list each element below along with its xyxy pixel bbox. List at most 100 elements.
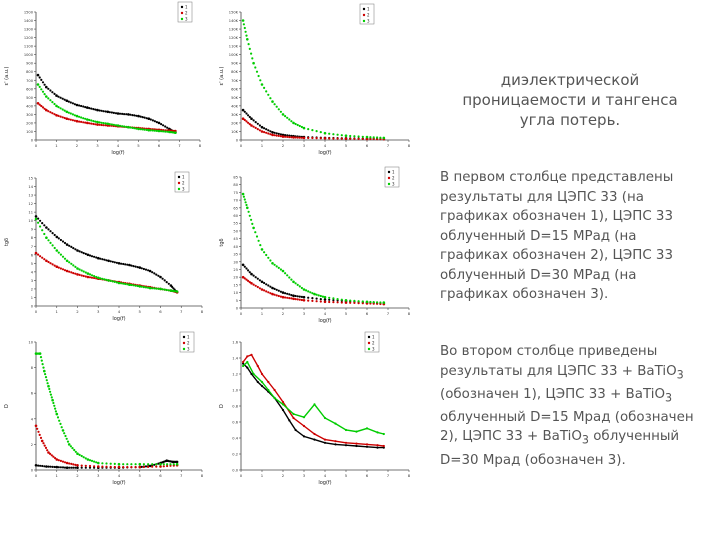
series-1-point	[63, 98, 66, 101]
series-2-point	[275, 294, 278, 297]
series-1-point	[59, 466, 63, 469]
series-3-point	[67, 111, 70, 114]
series-3-point	[376, 301, 379, 304]
series-1-point	[78, 104, 81, 107]
series-3-point	[372, 301, 375, 304]
series-2-point	[92, 122, 95, 126]
series-3-point	[109, 462, 112, 465]
y-tick-label: 1.4	[232, 357, 238, 361]
series-2-point	[61, 116, 64, 119]
series-3-point	[292, 412, 295, 416]
x-tick-label: 0	[240, 311, 243, 316]
x-tick-label: 8	[201, 473, 204, 478]
series-2-point	[243, 277, 246, 280]
series-3-point	[130, 463, 133, 466]
x-tick-label: 0	[240, 473, 243, 478]
series-3-point	[115, 281, 118, 284]
series-3-point	[49, 390, 52, 393]
series-1-point	[84, 106, 87, 109]
series-1-point	[254, 276, 257, 279]
series-1-point	[355, 444, 358, 448]
legend-marker-1	[182, 335, 186, 339]
legend-label-2: 2	[367, 13, 370, 18]
x-tick-label: 3	[303, 473, 306, 478]
series-2-point	[336, 301, 339, 304]
y-tick-label: 40	[233, 245, 238, 249]
series-1-point	[140, 267, 143, 270]
series-3-point	[106, 122, 110, 126]
series-1-point	[114, 112, 118, 115]
series-1-point	[63, 466, 67, 469]
series-1-point	[71, 102, 74, 105]
series-1-point	[376, 446, 379, 449]
series-1-point	[72, 247, 75, 250]
series-3-point	[319, 294, 322, 298]
series-3-point	[72, 264, 75, 267]
y-tick-label: 10	[28, 341, 33, 345]
series-3-point	[44, 373, 47, 376]
series-3-point	[71, 113, 74, 116]
series-1-point	[107, 259, 110, 263]
series-3-point	[61, 108, 64, 111]
series-2-point	[372, 137, 375, 141]
series-2-point	[269, 133, 272, 136]
series-3-point	[126, 463, 129, 466]
series-1-point	[245, 112, 248, 115]
legend-marker-3	[180, 17, 184, 21]
y-tick-label: 0	[236, 139, 239, 143]
legend-marker-2	[367, 341, 371, 345]
y-tick-label: 70	[233, 199, 238, 203]
series-3-point	[76, 452, 79, 455]
series-3-point	[344, 428, 348, 432]
series-3-point	[107, 279, 110, 282]
series-1-point	[51, 465, 54, 468]
series-1-point	[128, 263, 131, 267]
series-3-point	[90, 459, 94, 462]
series-2-point	[34, 251, 38, 255]
series-2-point	[70, 462, 73, 465]
series-3-point	[78, 268, 81, 271]
y-tick-label: 800	[26, 70, 34, 74]
series-1-point	[269, 130, 272, 133]
series-3-point	[51, 244, 54, 247]
series-2-point	[74, 272, 77, 275]
x-tick-label: 4	[324, 473, 327, 478]
series-3-point	[140, 285, 143, 288]
series-2-point	[134, 466, 137, 469]
series-3-point	[59, 253, 63, 256]
series-2-point	[78, 273, 81, 276]
chart-1: 0 100 200 300 400 500 600 700 800 900 1000 1100 1200…	[4, 1, 202, 156]
series-1-point	[80, 466, 83, 469]
series-2-point	[286, 296, 289, 299]
x-axis-label: log(f)	[112, 316, 125, 322]
series-1-point	[125, 113, 128, 116]
series-2-point	[78, 120, 81, 123]
y-tick-label: 70K	[231, 79, 239, 83]
series-3-point	[255, 70, 259, 73]
series-3-point	[313, 403, 316, 406]
series-3-point	[353, 135, 356, 138]
series-3-point	[47, 384, 50, 388]
series-2-point	[265, 131, 268, 134]
x-tick-label: 2	[282, 311, 285, 316]
series-1-point	[252, 119, 255, 122]
series-3-point	[103, 278, 106, 281]
y-tick-label: 80	[233, 183, 238, 187]
series-3-point	[82, 456, 85, 459]
series-3-point	[49, 99, 52, 102]
x-tick-label: 5	[345, 311, 348, 316]
series-3-point	[86, 458, 90, 461]
y-tick-label: 8	[31, 236, 34, 240]
series-1-point	[101, 258, 104, 261]
series-3-point	[86, 272, 90, 275]
series-1-point	[300, 295, 303, 298]
series-2-point	[281, 295, 285, 299]
series-1-point	[76, 249, 79, 252]
series-3-point	[68, 261, 71, 264]
y-tick-label: 1.0	[232, 389, 238, 393]
series-1-point	[41, 464, 44, 468]
series-1-point	[294, 428, 297, 432]
series-1-point	[161, 277, 164, 280]
series-1-point	[65, 243, 69, 246]
